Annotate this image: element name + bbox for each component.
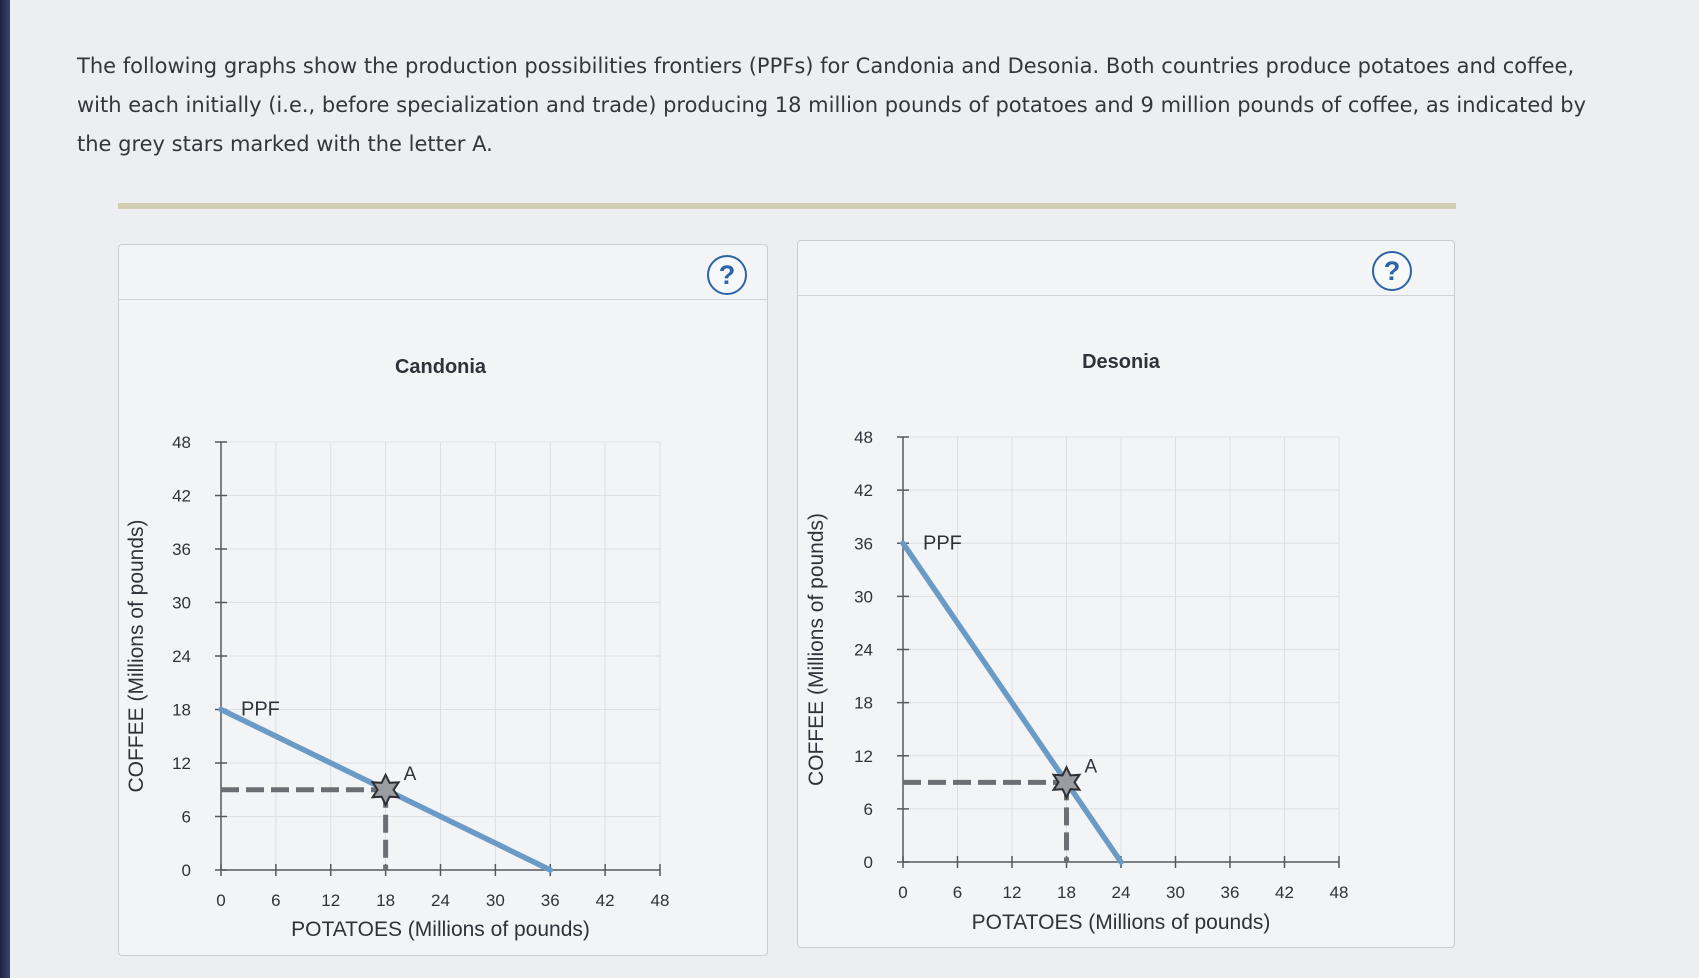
- x-tick-label: 36: [1221, 883, 1240, 902]
- y-tick-label: 18: [172, 701, 191, 720]
- chart-title: Desonia: [1082, 351, 1161, 373]
- x-tick-label: 6: [271, 891, 280, 910]
- y-tick-label: 24: [854, 641, 873, 660]
- x-tick-label: 12: [321, 891, 340, 910]
- x-tick-label: 6: [953, 883, 962, 902]
- y-tick-label: 36: [172, 540, 191, 559]
- screen-edge: [0, 0, 10, 978]
- help-button[interactable]: ?: [707, 255, 747, 295]
- x-tick-label: 0: [216, 891, 225, 910]
- x-tick-label: 48: [651, 891, 670, 910]
- chart-title: Candonia: [395, 356, 487, 378]
- section-divider: [118, 203, 1456, 209]
- x-tick-label: 42: [1275, 883, 1294, 902]
- x-tick-label: 30: [486, 891, 505, 910]
- y-tick-label: 48: [172, 433, 191, 452]
- y-tick-label: 0: [864, 853, 873, 872]
- ppf-label: PPF: [241, 699, 280, 721]
- x-tick-label: 0: [898, 883, 907, 902]
- y-tick-label: 12: [172, 754, 191, 773]
- point-a-label: A: [404, 764, 417, 785]
- y-tick-label: 6: [182, 808, 191, 827]
- point-a-star: [370, 772, 401, 808]
- y-tick-label: 18: [854, 694, 873, 713]
- x-tick-label: 18: [376, 891, 395, 910]
- y-tick-label: 30: [172, 594, 191, 613]
- desonia-chart: Desonia 0 6 12 18 24 30 36 42 48 0 6 12 18 24 30 36 42 48 P…: [805, 351, 1349, 934]
- y-tick-label: 48: [854, 428, 873, 447]
- y-tick-label: 36: [854, 534, 873, 553]
- x-tick-label: 12: [1003, 883, 1022, 902]
- y-tick-label: 42: [172, 487, 191, 506]
- y-tick-label: 6: [864, 800, 873, 819]
- x-tick-label: 30: [1166, 883, 1185, 902]
- x-axis-title: POTATOES (Millions of pounds): [972, 911, 1271, 934]
- panel-header: [119, 245, 767, 300]
- y-tick-label: 0: [182, 861, 191, 880]
- y-axis-title: COFFEE (Millions of pounds): [125, 519, 148, 792]
- y-tick-label: 42: [854, 481, 873, 500]
- x-tick-label: 24: [431, 891, 450, 910]
- point-a-label: A: [1085, 756, 1098, 777]
- candonia-chart: Candonia 0 6 12 18 24 30 36 42 48 0 6 12 18 24 30 36 42 48…: [125, 356, 670, 941]
- candonia-panel: ? Candonia 0 6 12 18 24 30 36 42 48 0 6 12 18 24 30 36 42…: [118, 244, 768, 956]
- ppf-label: PPF: [923, 532, 962, 554]
- y-tick-label: 12: [854, 747, 873, 766]
- y-tick-label: 24: [172, 647, 191, 666]
- point-a-star: [1051, 765, 1082, 800]
- y-axis-title: COFFEE (Millions of pounds): [805, 513, 828, 786]
- intro-text: The following graphs show the production…: [77, 54, 1587, 156]
- x-tick-label: 48: [1330, 883, 1349, 902]
- y-tick-label: 30: [854, 587, 873, 606]
- desonia-panel: ? Desonia 0 6 12 18 24 30 36 42 48 0 6 12 18 24 30 36 42 4…: [797, 240, 1455, 948]
- x-tick-label: 24: [1112, 883, 1131, 902]
- panel-header: [798, 241, 1454, 296]
- x-tick-label: 18: [1057, 883, 1076, 902]
- help-button[interactable]: ?: [1372, 251, 1412, 291]
- x-tick-label: 36: [541, 891, 560, 910]
- x-tick-label: 42: [596, 891, 615, 910]
- ppf-line: [900, 540, 1124, 865]
- x-axis-title: POTATOES (Millions of pounds): [291, 918, 590, 941]
